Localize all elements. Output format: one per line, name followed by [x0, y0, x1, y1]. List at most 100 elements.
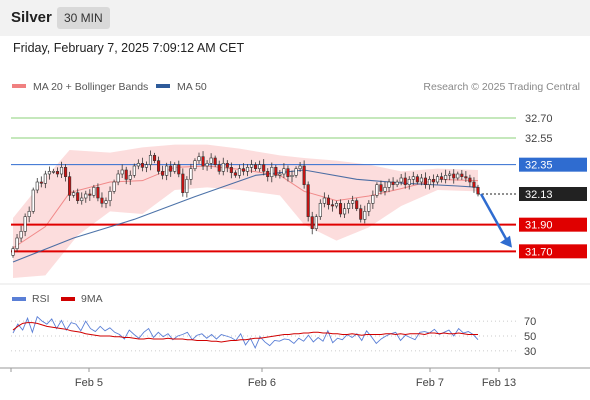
candle-down	[330, 204, 334, 207]
candle-up	[35, 181, 39, 191]
candle-up	[395, 181, 399, 185]
forecast-arrow-head	[500, 235, 512, 248]
candle-up	[363, 211, 367, 220]
candle-up	[343, 208, 347, 215]
candle-up	[205, 163, 209, 167]
candle-down	[100, 197, 104, 204]
candle-up	[347, 203, 351, 209]
candle-down	[460, 173, 464, 177]
candle-down	[55, 171, 60, 175]
candle-down	[152, 155, 157, 161]
candle-up	[375, 184, 379, 196]
candle-down	[225, 163, 229, 168]
legend-label: MA 50	[177, 81, 207, 93]
candle-down	[310, 216, 314, 229]
candle-down	[96, 187, 100, 199]
candle-down	[169, 165, 173, 172]
candle-down	[472, 181, 476, 188]
candle-up	[59, 167, 64, 175]
candle-down	[181, 173, 185, 193]
candle-down	[229, 167, 233, 173]
candle-down	[201, 156, 205, 167]
candle-up	[351, 200, 355, 204]
candle-down	[266, 171, 270, 177]
x-tick-label: Feb 5	[75, 377, 103, 389]
candle-down	[88, 193, 92, 196]
main-legend: MA 20 + Bollinger Bands MA 50 Research © 2…	[12, 81, 580, 93]
candle-up	[128, 175, 132, 180]
candle-up	[387, 181, 391, 188]
candle-down	[241, 168, 246, 172]
candle-down	[64, 167, 68, 177]
candle-up	[165, 165, 169, 176]
candle-up	[51, 171, 55, 173]
timeframe-badge[interactable]: 30 MIN	[57, 7, 110, 29]
legend-label: MA 20 + Bollinger Bands	[33, 81, 148, 93]
candle-down	[124, 169, 128, 180]
candle-up	[31, 189, 35, 212]
candle-up	[371, 195, 375, 204]
candle-down	[177, 164, 181, 175]
candle-down	[464, 176, 468, 179]
level-tag-support	[519, 244, 587, 259]
candle-up	[298, 165, 302, 169]
candle-up	[72, 192, 76, 196]
candle-up	[448, 173, 452, 176]
candle-down	[359, 208, 363, 220]
rsi-tick-label: 70	[524, 316, 536, 328]
candle-up	[258, 164, 262, 169]
candle-down	[326, 197, 330, 205]
chart-datetime: Friday, February 7, 2025 7:09:12 AM CET	[13, 41, 245, 55]
rsi-tick-label: 30	[524, 346, 536, 358]
candle-up	[19, 231, 23, 239]
rsi-legend-label: RSI	[32, 293, 50, 305]
candle-down	[431, 179, 436, 183]
candle-up	[383, 187, 387, 192]
candle-down	[233, 172, 237, 176]
candle-up	[278, 173, 282, 176]
level-label: 31.70	[525, 246, 553, 258]
candle-down	[140, 163, 144, 168]
candle-down	[391, 181, 395, 185]
candle-up	[112, 181, 116, 192]
candle-up	[334, 203, 339, 207]
candle-up	[80, 197, 84, 201]
candle-up	[290, 175, 294, 177]
rsi-legend-swatch	[12, 297, 26, 301]
legend-swatch	[12, 84, 26, 88]
candle-down	[440, 176, 444, 180]
candle-up	[250, 164, 254, 168]
candle-down	[274, 167, 278, 176]
candle-up	[132, 165, 136, 176]
time-axis: Feb 5 Feb 6 Feb 7 Feb 13	[10, 368, 516, 389]
rsi-legend-swatch	[61, 297, 75, 301]
candle-down	[254, 164, 258, 169]
candle-down	[262, 164, 266, 172]
candle-up	[189, 168, 193, 180]
candle-up	[116, 173, 120, 183]
forecast-arrow-shaft	[479, 193, 509, 242]
candle-up	[27, 211, 31, 217]
level-label: 32.55	[525, 133, 553, 145]
candle-down	[415, 176, 419, 183]
level-tag-price	[519, 187, 587, 201]
legend-swatch	[156, 84, 170, 88]
level-label: 32.70	[525, 113, 553, 125]
candle-up	[193, 160, 197, 169]
candle-up	[136, 163, 140, 167]
candle-up	[47, 171, 51, 175]
candle-down	[39, 181, 43, 184]
candle-up	[108, 191, 112, 201]
candle-up	[15, 237, 19, 249]
candle-up	[314, 216, 318, 229]
candle-up	[294, 168, 298, 176]
level-tag-support	[519, 217, 587, 232]
candle-down	[468, 177, 472, 183]
candle-up	[209, 157, 213, 164]
rsi-tick-label: 50	[524, 331, 536, 343]
candle-up	[456, 173, 460, 179]
candle-down	[76, 192, 80, 201]
x-tick-label: Feb 13	[482, 377, 516, 389]
candle-down	[286, 168, 290, 177]
